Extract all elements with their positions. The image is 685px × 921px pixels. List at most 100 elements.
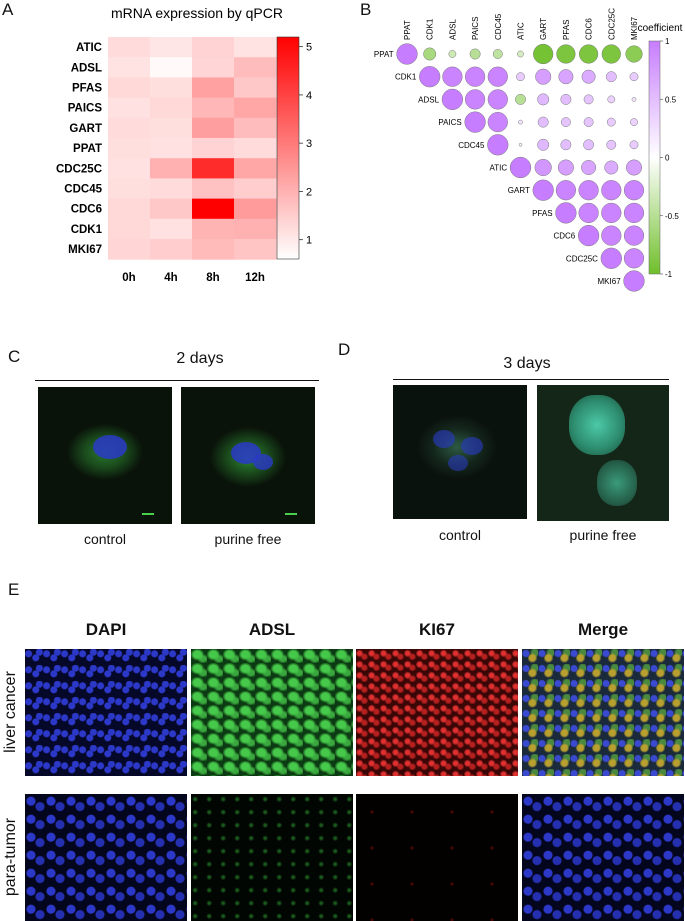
scale-bar xyxy=(142,513,154,515)
correlation-legend-tick-label: 1 xyxy=(665,37,670,46)
heatmap-row-label: PFAS xyxy=(72,83,102,95)
correlation-row-label: CDC45 xyxy=(458,141,485,150)
correlation-circle xyxy=(465,89,486,110)
nucleus-shape xyxy=(93,435,127,459)
nucleus-shape xyxy=(253,454,273,470)
correlation-circle xyxy=(518,119,523,125)
correlation-circle xyxy=(625,45,643,63)
correlation-circle xyxy=(487,66,508,87)
correlation-circle xyxy=(607,95,616,104)
correlation-circle xyxy=(441,88,464,111)
heatmap-cell xyxy=(150,117,193,139)
correlation-circle xyxy=(465,66,486,87)
heatmap-row-label: ADSL xyxy=(71,62,102,74)
caption-c-control: control xyxy=(83,531,127,547)
correlation-col-label: ATIC xyxy=(517,22,526,40)
image-e-para-dapi xyxy=(25,794,187,921)
correlation-colorbar xyxy=(648,40,661,275)
correlation-circle xyxy=(578,225,600,247)
image-c-purine-free xyxy=(181,387,315,524)
correlation-row-label: PAICS xyxy=(438,118,461,127)
correlation-circle xyxy=(581,69,596,84)
caption-d-control: control xyxy=(438,527,482,543)
heatmap-cell xyxy=(192,178,235,200)
correlation-circle xyxy=(630,118,638,126)
heatmap-title: mRNA expression by qPCR xyxy=(111,5,283,21)
correlation-circle xyxy=(560,93,572,105)
heatmap-row-label: GART xyxy=(69,123,102,135)
correlation-circle xyxy=(631,97,637,102)
correlation-circle xyxy=(605,71,617,83)
heatmap-cell xyxy=(234,77,277,99)
heatmap-cell xyxy=(192,57,235,78)
image-d-control xyxy=(393,385,527,519)
correlation-legend-tick-label: 0 xyxy=(665,154,670,163)
heatmap-cell xyxy=(234,158,277,179)
image-e-liver-ki67 xyxy=(356,649,518,776)
heatmap-cell xyxy=(108,178,151,200)
heatmap-cell xyxy=(150,77,193,99)
panel-d-title: 3 days xyxy=(503,355,551,372)
correlation-col-label: CDK1 xyxy=(426,18,435,40)
heatmap-row-label: CDC45 xyxy=(64,184,102,196)
correlation-circle xyxy=(601,180,622,201)
correlation-circle xyxy=(419,66,441,88)
panel-letter-a: A xyxy=(2,0,14,19)
heatmap-cell xyxy=(150,239,193,260)
correlation-circle xyxy=(623,180,645,201)
correlation-circle xyxy=(555,202,577,224)
correlation-circle xyxy=(623,225,645,246)
correlation-circle xyxy=(606,139,617,150)
heatmap-cell xyxy=(234,97,277,119)
correlation-col-label: MKI67 xyxy=(630,16,639,40)
correlation-row-label: ATIC xyxy=(490,164,508,173)
channel-label-ki67: KI67 xyxy=(419,620,455,639)
image-e-liver-adsl xyxy=(191,649,353,776)
heatmap-cell xyxy=(108,97,151,119)
heatmap-cell xyxy=(192,37,235,58)
correlation-circle xyxy=(604,160,619,175)
heatmap-cell xyxy=(192,218,235,240)
heatmap-colorbar xyxy=(276,36,300,260)
heatmap-row-label: CDC6 xyxy=(71,204,102,216)
correlation-circle xyxy=(492,49,503,59)
heatmap-cell xyxy=(150,57,193,78)
heatmap-cell xyxy=(234,57,277,78)
heatmap-cell xyxy=(192,138,235,159)
correlation-circle xyxy=(557,159,574,176)
panel-letter-c: C xyxy=(8,347,21,366)
heatmap-cell xyxy=(150,158,193,179)
colorbar-tick-label: 1 xyxy=(306,235,312,247)
correlation-circle xyxy=(535,68,552,85)
heatmap-cell xyxy=(108,117,151,139)
correlation-circle xyxy=(623,248,645,269)
correlation-circle xyxy=(583,117,594,128)
colorbar-tick-label: 2 xyxy=(306,186,312,198)
nucleus-shape xyxy=(448,455,468,471)
scale-bar xyxy=(285,513,297,515)
heatmap-cell xyxy=(150,138,193,159)
colorbar-tick-label: 5 xyxy=(306,42,312,54)
correlation-circle xyxy=(532,179,554,201)
correlation-circle xyxy=(515,93,526,105)
correlation-circle xyxy=(555,180,576,201)
heatmap-col-label: 4h xyxy=(164,272,177,284)
correlation-circle xyxy=(487,89,508,110)
heatmap-cell xyxy=(192,198,235,220)
correlation-circle xyxy=(469,48,481,60)
channel-label-dapi: DAPI xyxy=(85,620,127,639)
nucleus-shape xyxy=(461,437,483,455)
correlation-circle xyxy=(623,202,645,223)
heatmap-cell xyxy=(192,239,235,260)
panel-d-divider xyxy=(393,379,669,380)
correlation-circle xyxy=(537,138,550,151)
correlation-col-label: PPAT xyxy=(403,20,412,40)
correlation-circle xyxy=(396,43,418,65)
heatmap-row-label: ATIC xyxy=(76,42,102,54)
heatmap-row-label: PPAT xyxy=(73,143,102,155)
cell-shape xyxy=(569,395,625,455)
heatmap-cell xyxy=(108,239,151,260)
heatmap-cell xyxy=(234,218,277,240)
correlation-circle xyxy=(560,117,571,128)
correlation-circle xyxy=(601,202,622,223)
